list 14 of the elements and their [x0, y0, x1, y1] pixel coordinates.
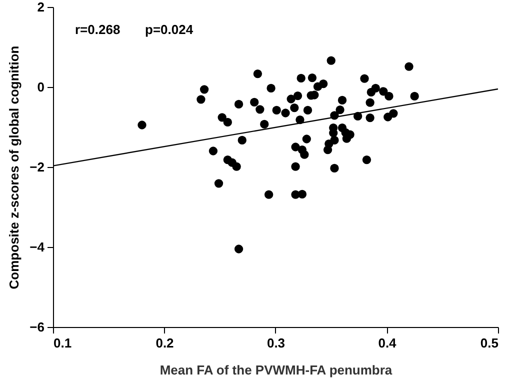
annotation: p=0.024 — [145, 22, 194, 37]
y-tick-label: −4 — [30, 240, 46, 254]
y-tick-label: 0 — [37, 80, 44, 94]
y-tick-label: −6 — [30, 320, 44, 334]
y-axis-title: Composite z-scores of global cognition — [6, 46, 22, 290]
y-tick-label: 2 — [37, 0, 44, 14]
annotation: r=0.268 — [75, 22, 120, 37]
x-tick-label: 0.4 — [378, 336, 398, 350]
y-tick-label: −2 — [30, 160, 44, 174]
x-tick-label: 0.2 — [156, 336, 174, 350]
x-tick-label: 0.3 — [266, 336, 286, 350]
x-axis-title: Mean FA of the PVWMH-FA penumbra — [160, 362, 393, 378]
x-tick-label: 0.5 — [480, 336, 498, 350]
x-tick-label: 0.1 — [54, 336, 72, 350]
